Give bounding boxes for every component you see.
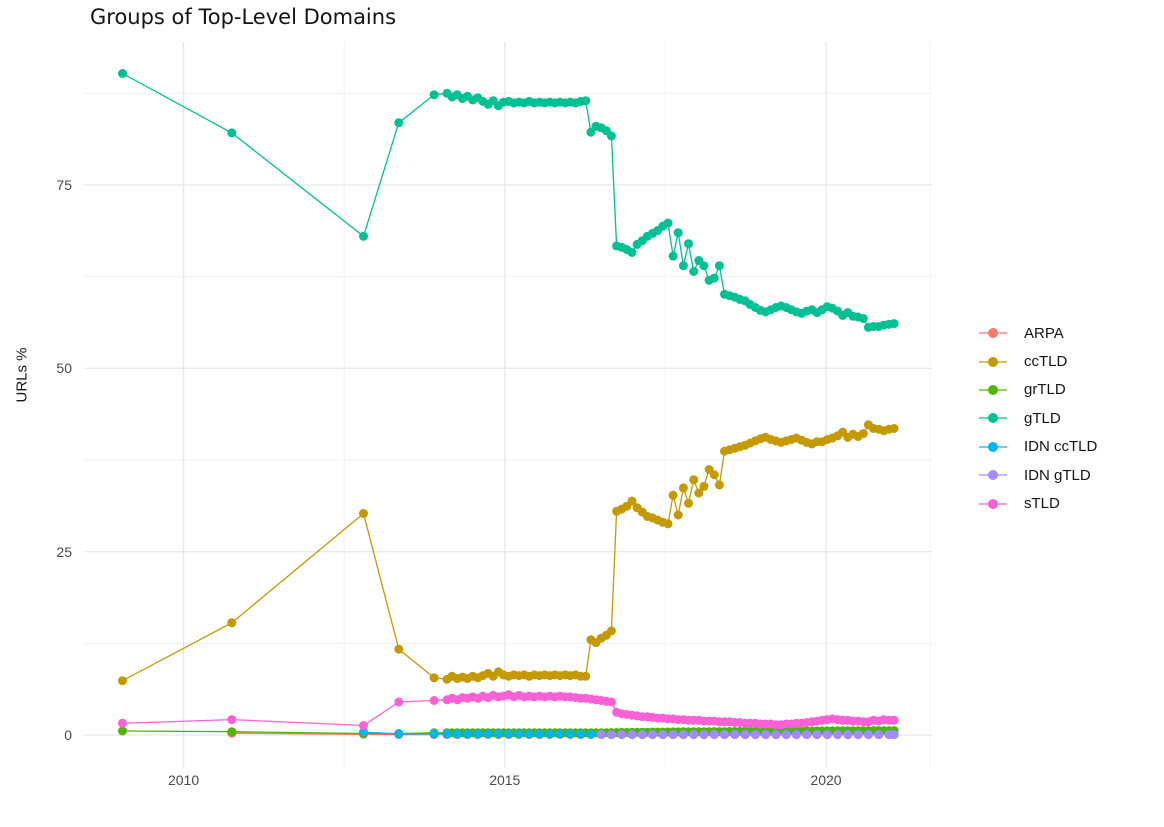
series-gTLD [118,69,899,332]
legend-label: sTLD [1024,495,1060,513]
legend-item-sTLD: sTLD [978,489,1097,517]
legend-item-IDN-gTLD: IDN gTLD [978,461,1097,489]
x-tick-2010: 2010 [167,772,200,788]
legend-label: ARPA [1024,324,1064,342]
legend-label: IDN gTLD [1024,466,1091,484]
legend-key-icon [979,413,1007,424]
legend-key-icon [979,441,1007,452]
legend-item-grTLD: grTLD [978,376,1097,404]
legend-key-icon [979,328,1007,339]
y-tick-0: 0 [64,727,72,743]
legend-item-IDN-ccTLD: IDN ccTLD [978,433,1097,461]
y-tick-75: 75 [56,177,72,193]
legend-key-icon [979,470,1007,481]
legend-label: ccTLD [1024,353,1068,371]
series-ccTLD [118,420,899,686]
legend-label: grTLD [1024,381,1066,399]
series-IDN-gTLD [596,730,899,740]
series-sTLD [118,690,899,730]
chart-title: Groups of Top-Level Domains [90,5,397,29]
legend-key-icon [979,384,1007,395]
legend-item-ARPA: ARPA [978,319,1097,347]
legend-item-ccTLD: ccTLD [978,347,1097,375]
legend-key-icon [979,498,1007,509]
y-tick-50: 50 [56,360,72,377]
legend-label: gTLD [1024,409,1061,427]
x-tick-2020: 2020 [810,772,842,788]
legend: ARPA ccTLD grTLD gTLD IDN ccTLD IDN gTLD sTLD [978,319,1097,518]
y-axis-title: URLs % [13,347,31,403]
gridlines [84,42,932,768]
y-tick-25: 25 [56,543,72,560]
legend-item-gTLD: gTLD [978,404,1097,432]
legend-label: IDN ccTLD [1024,438,1098,456]
legend-key-icon [979,356,1007,367]
x-tick-2015: 2015 [489,772,521,788]
